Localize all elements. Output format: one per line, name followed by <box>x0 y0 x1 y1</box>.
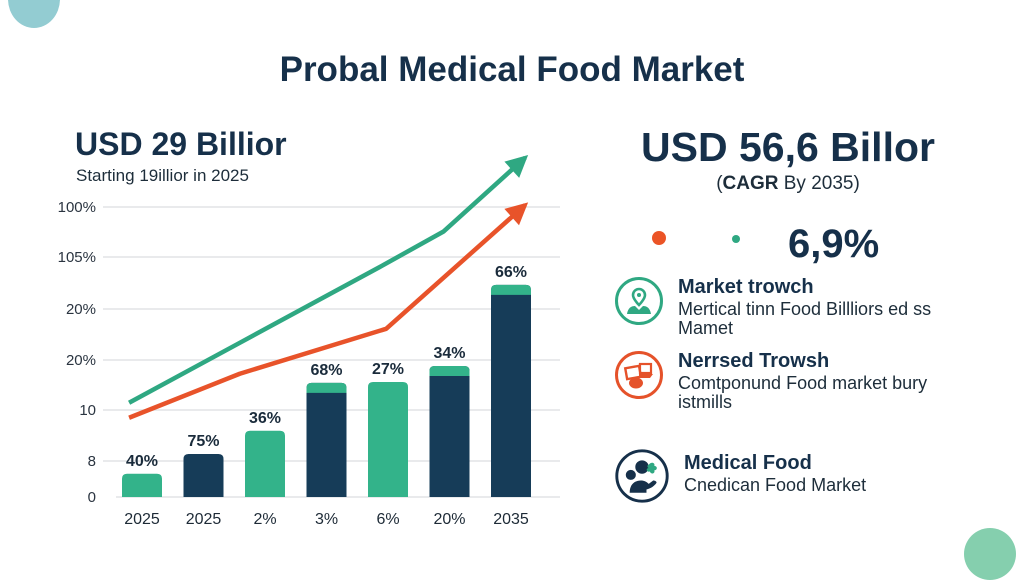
feature-description: Mertical tinn Food Billliors ed ss Mamet <box>678 299 932 338</box>
start-value-subtitle: Starting 19illior in 2025 <box>76 166 249 186</box>
end-value-subtitle: (CAGR By 2035) <box>600 173 976 195</box>
bar-value-label: 40% <box>126 453 158 470</box>
feature-description: Comtponund Food market bury istmills <box>678 373 928 412</box>
bar-group <box>429 366 470 497</box>
arrowhead-icon <box>504 155 529 178</box>
bars <box>122 284 531 497</box>
bar-labels: 40% 75% 36% 68% 27% 34% 66% <box>126 264 527 470</box>
x-tick-label: 3% <box>315 511 338 528</box>
bar-cap <box>306 382 347 393</box>
bar-cap <box>491 284 531 295</box>
page-title: Probal Medical Food Market <box>279 50 745 89</box>
market-chart: 0 8 10 20% 20% 105% 100% 40% 75% 36% 68% 27% 34% 66%… <box>58 155 560 528</box>
bar-value-label: 68% <box>310 362 342 379</box>
feature-description: Cnedican Food Market <box>684 475 867 495</box>
x-tick-label: 2025 <box>124 511 160 528</box>
bar-value-label: 75% <box>187 433 219 450</box>
y-tick-label: 8 <box>88 453 96 470</box>
bar <box>491 284 531 497</box>
subtitle-emphasis: Starting <box>76 166 135 185</box>
bar <box>122 473 162 497</box>
bar <box>245 430 285 497</box>
bar-group <box>306 382 347 497</box>
y-tick-label: 20% <box>66 352 96 369</box>
arrowhead-icon <box>504 202 529 226</box>
bar <box>429 366 470 497</box>
y-tick-label: 105% <box>58 249 96 266</box>
bar-cap <box>429 366 470 377</box>
bar <box>306 382 347 497</box>
bar-group <box>245 430 285 497</box>
bar-value-label: 27% <box>372 361 404 378</box>
y-tick-label: 10 <box>79 402 96 419</box>
bar-group <box>491 284 531 497</box>
people-leaf-icon <box>615 449 669 503</box>
decorative-circle-bottom-right <box>964 528 1016 580</box>
trend-line-orange-trend <box>128 203 527 420</box>
subtitle-rest: By 2035) <box>778 173 860 194</box>
location-person-icon <box>615 277 663 325</box>
bar <box>183 453 224 497</box>
orange-legend-dot <box>652 231 666 245</box>
bar-value-label: 36% <box>249 410 281 427</box>
y-tick-label: 20% <box>66 301 96 318</box>
start-value-headline: USD 29 Billior <box>75 126 287 162</box>
green-legend-dot <box>732 235 740 243</box>
trend-line-green-trend <box>128 156 527 405</box>
x-tick-label: 6% <box>376 511 399 528</box>
y-tick-label: 0 <box>88 489 96 506</box>
feature-title: Nerrsed Trowsh <box>678 350 830 372</box>
paren-open: ( <box>716 173 723 194</box>
x-tick-label: 20% <box>433 511 465 528</box>
y-axis-ticks: 0 8 10 20% 20% 105% 100% <box>58 199 96 506</box>
subtitle-rest: 19illior in 2025 <box>134 166 249 185</box>
feature-title: Market trowch <box>678 276 814 298</box>
x-tick-label: 2035 <box>493 511 529 528</box>
cagr-value: 6,9% <box>788 222 880 266</box>
feature-title: Medical Food <box>684 452 812 474</box>
devices-icon <box>615 351 663 399</box>
y-tick-label: 100% <box>58 199 96 216</box>
bar-value-label: 34% <box>433 345 465 362</box>
x-tick-label: 2% <box>253 511 276 528</box>
bar-group <box>122 473 162 497</box>
cagr-label: CAGR <box>722 173 779 194</box>
end-value-headline: USD 56,6 Billor <box>641 124 935 170</box>
bar <box>368 381 408 497</box>
x-axis-ticks: 2025 2025 2% 3% 6% 20% 2035 <box>124 511 529 528</box>
bar-group <box>183 453 224 497</box>
trend-lines <box>128 155 529 420</box>
bar-group <box>368 381 408 497</box>
x-tick-label: 2025 <box>186 511 222 528</box>
bar-value-label: 66% <box>495 264 527 281</box>
